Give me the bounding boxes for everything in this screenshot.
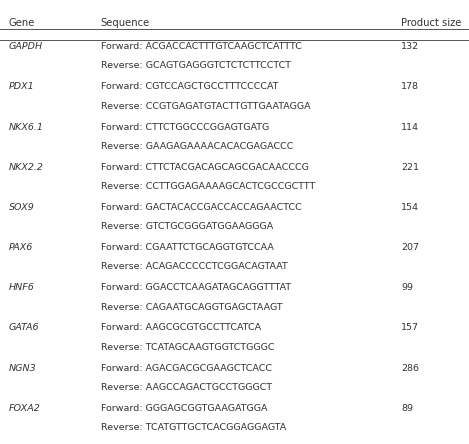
- Text: 154: 154: [401, 203, 419, 212]
- Text: Forward: ACGACCACTTTGTCAAGCTCATTTC: Forward: ACGACCACTTTGTCAAGCTCATTTC: [101, 42, 302, 51]
- Text: Forward: CGTCCAGCTGCCTTTCCCCAT: Forward: CGTCCAGCTGCCTTTCCCCAT: [101, 83, 278, 91]
- Text: Reverse: TCATGTTGCTCACGGAGGAGTA: Reverse: TCATGTTGCTCACGGAGGAGTA: [101, 423, 286, 432]
- Text: SOX9: SOX9: [8, 203, 34, 212]
- Text: Forward: AAGCGCGTGCCTTCATCA: Forward: AAGCGCGTGCCTTCATCA: [101, 324, 261, 333]
- Text: NKX6.1: NKX6.1: [8, 123, 43, 131]
- Text: HNF6: HNF6: [8, 283, 34, 292]
- Text: Reverse: TCATAGCAAGTGGTCTGGGC: Reverse: TCATAGCAAGTGGTCTGGGC: [101, 343, 274, 352]
- Text: 286: 286: [401, 364, 419, 373]
- Text: Forward: GACTACACCGACCACCAGAACTCC: Forward: GACTACACCGACCACCAGAACTCC: [101, 203, 302, 212]
- Text: 221: 221: [401, 163, 419, 172]
- Text: Reverse: AAGCCAGACTGCCTGGGCT: Reverse: AAGCCAGACTGCCTGGGCT: [101, 383, 272, 392]
- Text: NGN3: NGN3: [8, 364, 36, 373]
- Text: Product size: Product size: [401, 18, 461, 28]
- Text: Forward: CGAATTCTGCAGGTGTCCAA: Forward: CGAATTCTGCAGGTGTCCAA: [101, 243, 274, 252]
- Text: GAPDH: GAPDH: [8, 42, 43, 51]
- Text: 207: 207: [401, 243, 419, 252]
- Text: Forward: CTTCTGGCCCGGAGTGATG: Forward: CTTCTGGCCCGGAGTGATG: [101, 123, 269, 131]
- Text: PAX6: PAX6: [8, 243, 33, 252]
- Text: 89: 89: [401, 404, 413, 413]
- Text: Gene: Gene: [8, 18, 35, 28]
- Text: 178: 178: [401, 83, 419, 91]
- Text: Reverse: GCAGTGAGGGTCTCTCTTCCTCT: Reverse: GCAGTGAGGGTCTCTCTTCCTCT: [101, 61, 291, 71]
- Text: 99: 99: [401, 283, 413, 292]
- Text: Reverse: ACAGACCCCCTCGGACAGTAAT: Reverse: ACAGACCCCCTCGGACAGTAAT: [101, 262, 287, 271]
- Text: Forward: CTTCTACGACAGCAGCGACAACCCG: Forward: CTTCTACGACAGCAGCGACAACCCG: [101, 163, 309, 172]
- Text: Forward: AGACGACGCGAAGCTCACC: Forward: AGACGACGCGAAGCTCACC: [101, 364, 272, 373]
- Text: Sequence: Sequence: [101, 18, 150, 28]
- Text: Reverse: GTCTGCGGGATGGAAGGGA: Reverse: GTCTGCGGGATGGAAGGGA: [101, 222, 273, 231]
- Text: Reverse: CAGAATGCAGGTGAGCTAAGT: Reverse: CAGAATGCAGGTGAGCTAAGT: [101, 302, 282, 312]
- Text: Forward: GGGAGCGGTGAAGATGGA: Forward: GGGAGCGGTGAAGATGGA: [101, 404, 267, 413]
- Text: GATA6: GATA6: [8, 324, 39, 333]
- Text: Reverse: CCTTGGAGAAAAGCACTCGCCGCTTT: Reverse: CCTTGGAGAAAAGCACTCGCCGCTTT: [101, 182, 315, 191]
- Text: 132: 132: [401, 42, 419, 51]
- Text: NKX2.2: NKX2.2: [8, 163, 43, 172]
- Text: Reverse: CCGTGAGATGTACTTGTTGAATAGGA: Reverse: CCGTGAGATGTACTTGTTGAATAGGA: [101, 102, 310, 111]
- Text: 157: 157: [401, 324, 419, 333]
- Text: FOXA2: FOXA2: [8, 404, 40, 413]
- Text: PDX1: PDX1: [8, 83, 34, 91]
- Text: Forward: GGACCTCAAGATAGCAGGTTTAT: Forward: GGACCTCAAGATAGCAGGTTTAT: [101, 283, 291, 292]
- Text: Reverse: GAAGAGAAAACACACGAGACCC: Reverse: GAAGAGAAAACACACGAGACCC: [101, 142, 293, 151]
- Text: 114: 114: [401, 123, 419, 131]
